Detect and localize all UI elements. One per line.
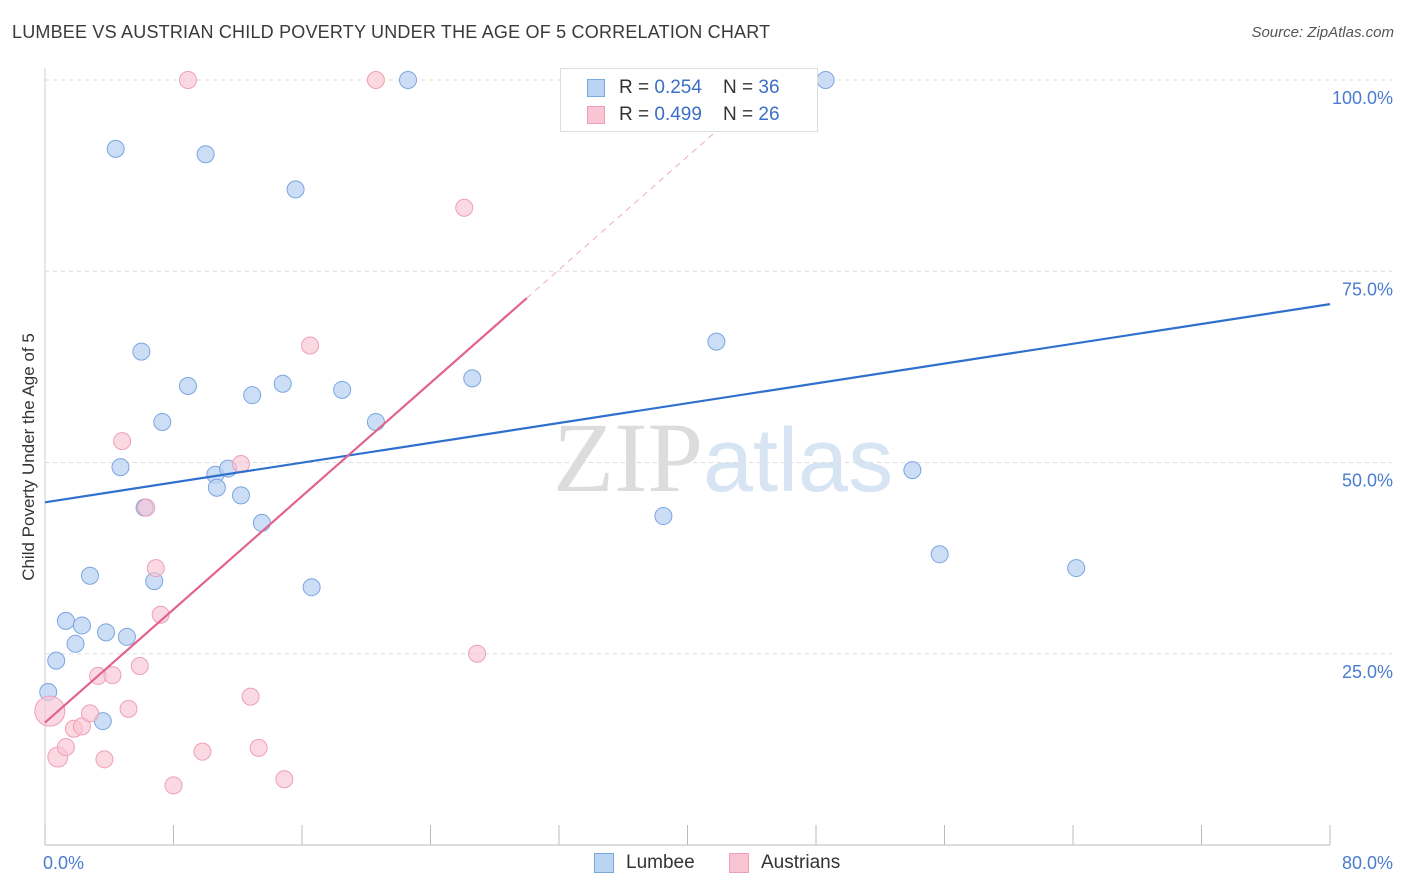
austrians-point bbox=[301, 336, 320, 355]
lumbee-r-value: 0.254 bbox=[654, 77, 702, 98]
austrians-point bbox=[137, 498, 156, 517]
austrians-point bbox=[164, 776, 183, 795]
lumbee-point bbox=[654, 507, 673, 526]
lumbee-point bbox=[153, 412, 172, 431]
y-tick-label: 100.0% bbox=[1332, 88, 1393, 108]
lumbee-r-label: R = bbox=[619, 77, 655, 98]
lumbee-point bbox=[231, 486, 250, 505]
austrians-r-label: R = bbox=[619, 104, 655, 125]
gridlines bbox=[45, 79, 1392, 655]
lumbee-points bbox=[39, 71, 1086, 731]
austrians-r-value: 0.499 bbox=[654, 104, 702, 125]
lumbee-point bbox=[56, 611, 75, 630]
stats-legend: R = 0.254 N = 36 R = 0.499 N = 26 bbox=[560, 68, 818, 132]
lumbee-point bbox=[252, 513, 271, 532]
austrians-point bbox=[193, 742, 212, 761]
x-tick-label-end: 80.0% bbox=[1342, 853, 1393, 873]
austrians-point bbox=[231, 455, 250, 474]
tick-labels: 25.0% 50.0% 75.0% 100.0% 0.0% 80.0% Child Pove… bbox=[19, 88, 1393, 873]
lumbee-point bbox=[930, 545, 949, 564]
bottom-lumbee-swatch bbox=[594, 853, 614, 873]
x-tick-label-start: 0.0% bbox=[43, 853, 84, 873]
lumbee-point bbox=[903, 461, 922, 480]
austrians-points bbox=[34, 71, 487, 795]
austrians-point bbox=[275, 770, 294, 789]
lumbee-point bbox=[106, 139, 125, 158]
lumbee-point bbox=[333, 380, 352, 399]
lumbee-point bbox=[132, 342, 151, 361]
lumbee-point bbox=[286, 180, 305, 199]
austrians-point bbox=[455, 198, 474, 217]
austrians-point bbox=[146, 559, 165, 578]
austrians-n-label: N = bbox=[723, 104, 759, 125]
austrians-trend-line bbox=[44, 297, 528, 724]
lumbee-point bbox=[707, 332, 726, 351]
bottom-lumbee-label: Lumbee bbox=[626, 852, 695, 873]
bottom-austrians-label: Austrians bbox=[761, 852, 841, 873]
austrians-point bbox=[366, 71, 385, 89]
austrians-point bbox=[241, 687, 260, 706]
austrians-point bbox=[468, 644, 487, 663]
austrians-point bbox=[95, 750, 114, 769]
chart-title: LUMBEE VS AUSTRIAN CHILD POVERTY UNDER T… bbox=[12, 22, 771, 42]
austrians-stats: R = 0.499 N = 26 bbox=[619, 104, 780, 126]
y-axis-title: Child Poverty Under the Age of 5 bbox=[19, 333, 38, 581]
lumbee-point bbox=[273, 374, 292, 393]
austrians-swatch bbox=[587, 106, 605, 124]
lumbee-point bbox=[1067, 559, 1086, 578]
lumbee-point bbox=[72, 616, 91, 635]
lumbee-point bbox=[80, 566, 99, 585]
lumbee-point bbox=[463, 369, 482, 388]
austrians-point bbox=[178, 71, 197, 89]
austrians-point bbox=[130, 656, 149, 675]
austrians-trend-extension bbox=[526, 99, 753, 299]
lumbee-point bbox=[302, 578, 321, 597]
austrians-point bbox=[34, 695, 66, 727]
y-tick-label: 25.0% bbox=[1342, 662, 1393, 682]
austrians-point bbox=[151, 605, 170, 624]
trend-lines bbox=[44, 99, 1331, 724]
austrians-point bbox=[56, 738, 75, 757]
bottom-austrians-swatch bbox=[729, 853, 749, 873]
lumbee-point bbox=[178, 377, 197, 395]
lumbee-n-value: 36 bbox=[758, 77, 780, 98]
austrians-point bbox=[249, 738, 268, 757]
lumbee-point bbox=[66, 634, 85, 653]
lumbee-point bbox=[816, 71, 835, 89]
y-tick-label: 75.0% bbox=[1342, 279, 1393, 299]
lumbee-n-label: N = bbox=[723, 77, 759, 98]
lumbee-point bbox=[243, 386, 262, 405]
austrians-point bbox=[72, 717, 91, 736]
source-label: Source: ZipAtlas.com bbox=[1251, 24, 1394, 41]
austrians-point bbox=[103, 666, 122, 685]
austrians-n-value: 26 bbox=[758, 104, 780, 125]
lumbee-point bbox=[117, 627, 136, 646]
y-tick-label: 50.0% bbox=[1342, 471, 1393, 491]
lumbee-point bbox=[366, 412, 385, 431]
lumbee-point bbox=[111, 458, 130, 477]
austrians-point bbox=[119, 699, 138, 718]
austrians-point bbox=[80, 704, 99, 723]
lumbee-point bbox=[47, 651, 66, 670]
lumbee-point bbox=[207, 478, 226, 497]
lumbee-point bbox=[399, 71, 418, 89]
lumbee-stats: R = 0.254 N = 36 bbox=[619, 77, 780, 99]
lumbee-swatch bbox=[587, 79, 605, 97]
austrians-point bbox=[113, 432, 132, 451]
lumbee-trend-line bbox=[44, 303, 1331, 504]
lumbee-point bbox=[196, 145, 215, 164]
lumbee-point bbox=[97, 623, 116, 642]
